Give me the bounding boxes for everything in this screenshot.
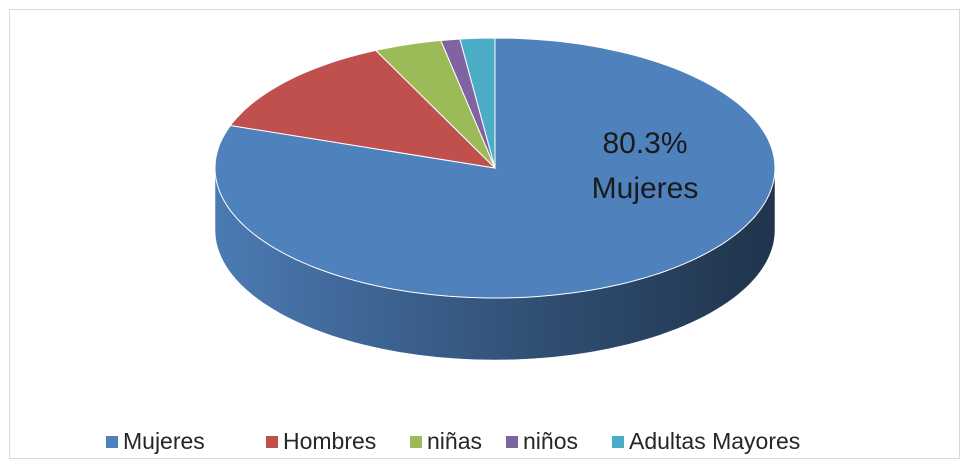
legend-label: niñas [427,428,482,454]
legend-label: Mujeres [123,428,205,454]
data-label-category: Mujeres [592,172,699,205]
legend-swatch [266,436,278,448]
legend-swatch [410,436,422,448]
legend-swatch [506,436,518,448]
slice [374,39,496,169]
legend-label: Hombres [283,428,376,454]
legend-label: Adultas Mayores [629,428,800,454]
legend-label: niños [523,428,578,454]
slice [229,49,497,169]
legend-swatch [106,436,118,448]
slice [459,37,496,169]
data-label: 80.3% [602,127,687,160]
legend-swatch [612,436,624,448]
